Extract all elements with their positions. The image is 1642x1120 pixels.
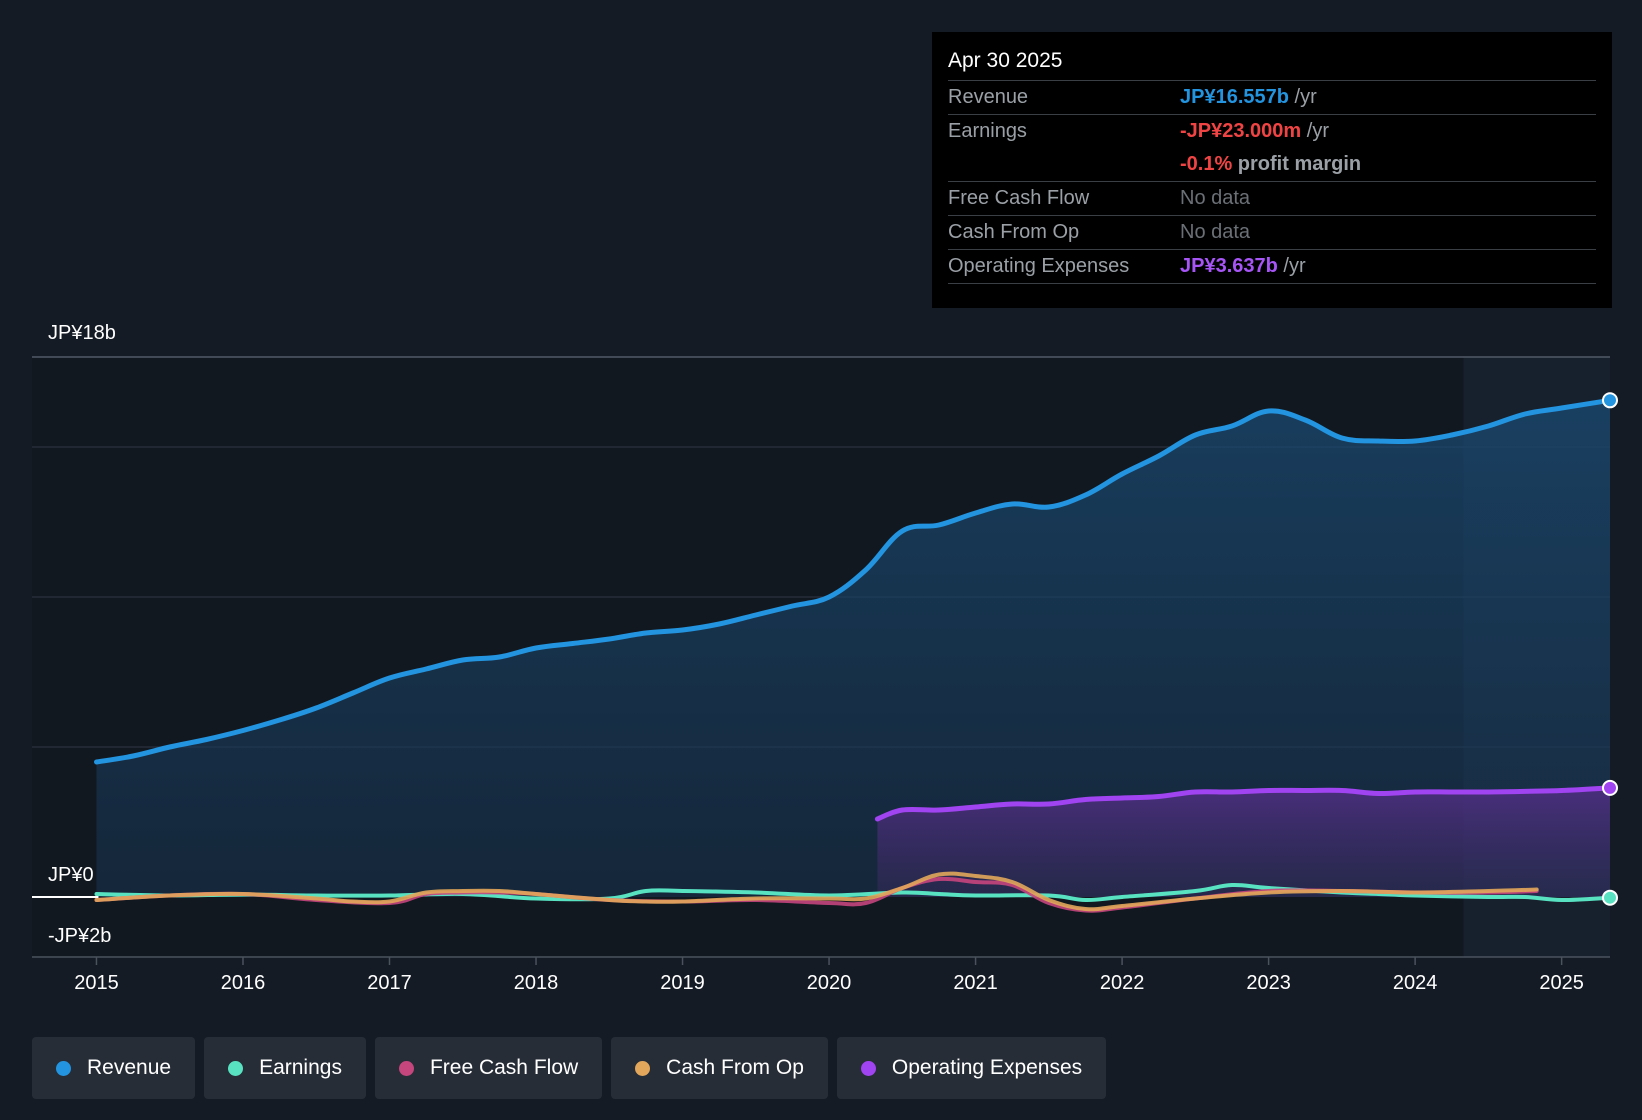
tooltip-date: Apr 30 2025: [948, 49, 1063, 72]
tooltip-row-profit-margin: -0.1% profit margin: [948, 148, 1596, 181]
opex-area: [877, 787, 1610, 897]
legend-label: Revenue: [87, 1056, 172, 1079]
x-tick-label: 2024: [1393, 972, 1438, 994]
x-tick-label: 2019: [660, 972, 705, 994]
tooltip-row-cfo: Cash From Op No data: [948, 215, 1596, 249]
earnings-end-marker: [1602, 889, 1618, 906]
tooltip-row-earnings: Earnings -JP¥23.000m /yr: [948, 114, 1596, 148]
legend-item-earnings[interactable]: Earnings: [204, 1037, 366, 1099]
tooltip-row-opex: Operating Expenses JP¥3.637b /yr: [948, 249, 1596, 283]
opex-end-marker: [1602, 779, 1618, 796]
y-axis-label: -JP¥2b: [48, 925, 111, 947]
tooltip-row-revenue: Revenue JP¥16.557b /yr: [948, 80, 1596, 114]
cfo-line: [94, 871, 1539, 912]
x-axis: 2015 2016 2017 2018 2019 2020 2021 2022 2023 2024…: [32, 896, 1610, 994]
tooltip-value: No data: [1180, 221, 1251, 243]
chart-area: 2015 2016 2017 2018 2019 2020 2021 2022 2023 2024…: [32, 322, 1618, 994]
series-lines: [94, 397, 1613, 913]
tooltip-value: JP¥16.557b: [1180, 86, 1289, 108]
legend-label: Free Cash Flow: [429, 1056, 579, 1079]
legend-label: Earnings: [259, 1056, 342, 1079]
legend-label: Operating Expenses: [891, 1056, 1083, 1079]
legend-item-free-cash-flow[interactable]: Free Cash Flow: [374, 1037, 603, 1099]
tooltip-key: Free Cash Flow: [948, 187, 1090, 209]
legend-item-revenue[interactable]: Revenue: [32, 1037, 196, 1099]
y-axis-label: JP¥0: [48, 864, 94, 886]
x-tick-label: 2015: [74, 972, 119, 994]
legend-label: Cash From Op: [666, 1056, 804, 1079]
legend-dot-icon: [398, 1060, 414, 1076]
legend-item-operating-expenses[interactable]: Operating Expenses: [836, 1037, 1107, 1099]
tooltip-value: JP¥3.637b: [1180, 255, 1278, 277]
series-fills: [96, 400, 1610, 897]
legend: Revenue Earnings Free Cash Flow Cash Fro…: [32, 1037, 1107, 1099]
x-tick-label: 2022: [1100, 972, 1145, 994]
tooltip-divider: [948, 283, 1596, 284]
legend-item-cash-from-op[interactable]: Cash From Op: [611, 1037, 828, 1099]
revenue-area: [96, 400, 1610, 897]
revenue-line: [94, 397, 1613, 765]
y-axis-label: JP¥18b: [48, 322, 116, 344]
tooltip-key: Operating Expenses: [948, 255, 1130, 277]
tooltip-unit: /yr: [1277, 255, 1306, 277]
x-tick-label: 2018: [514, 972, 559, 994]
tooltip-unit: /yr: [1301, 120, 1329, 142]
legend-dot-icon: [860, 1060, 876, 1076]
tooltip-key: Earnings: [948, 120, 1027, 142]
tooltip-key: Cash From Op: [948, 221, 1080, 243]
legend-dot-icon: [635, 1060, 651, 1076]
x-tick-label: 2025: [1539, 972, 1584, 994]
x-tick-label: 2017: [367, 972, 412, 994]
x-tick-label: 2020: [807, 972, 852, 994]
tooltip-row-fcf: Free Cash Flow No data: [948, 181, 1596, 215]
tooltip-value: -JP¥23.000m: [1180, 120, 1302, 142]
x-tick-label: 2016: [221, 972, 266, 994]
x-tick-label: 2023: [1246, 972, 1291, 994]
revenue-end-marker: [1602, 392, 1618, 409]
tooltip-value: -0.1%: [1180, 153, 1233, 175]
opex-line: [874, 785, 1613, 822]
end-markers: [1602, 392, 1618, 906]
legend-dot-icon: [56, 1060, 71, 1076]
tooltip-key: Revenue: [948, 86, 1029, 108]
x-tick-label: 2021: [953, 972, 998, 994]
tooltip-unit: profit margin: [1232, 153, 1362, 175]
tooltip-value: No data: [1180, 187, 1251, 209]
tooltip-unit: /yr: [1288, 86, 1317, 108]
tooltip-panel: Apr 30 2025 Revenue JP¥16.557b /yr Earni…: [932, 32, 1612, 308]
y-axis-labels: JP¥18b JP¥0 -JP¥2b: [48, 322, 116, 947]
legend-dot-icon: [228, 1060, 244, 1076]
